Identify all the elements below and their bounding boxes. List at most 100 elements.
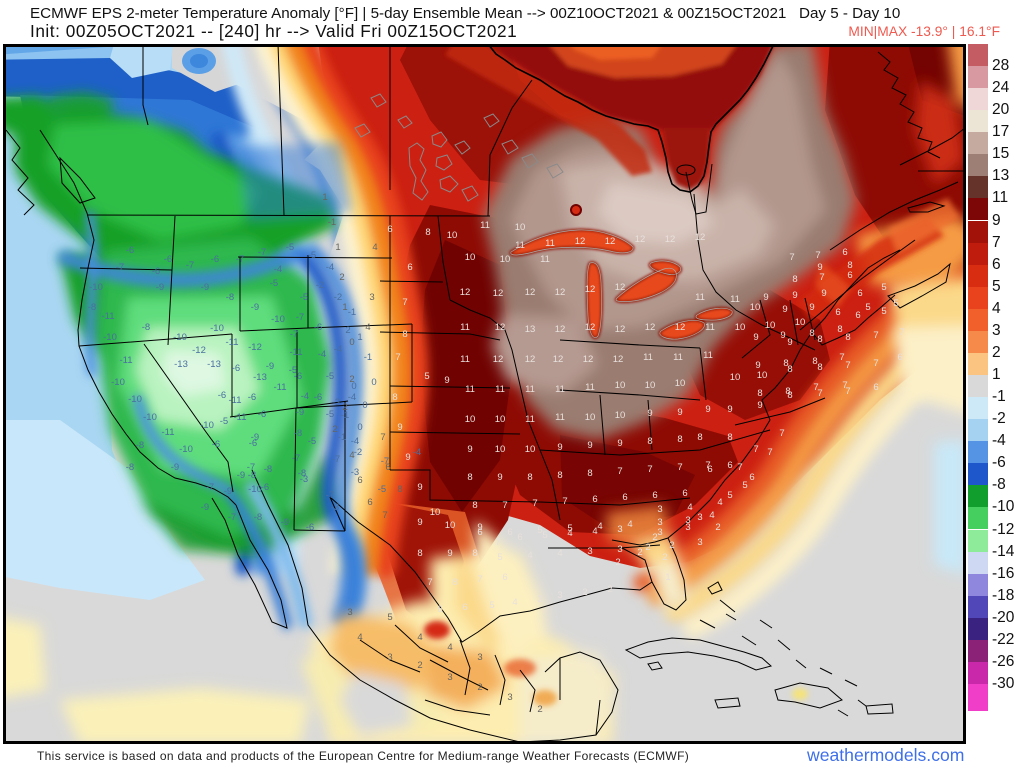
svg-text:12: 12 [665,234,676,245]
svg-text:12: 12 [585,284,596,295]
svg-text:9: 9 [782,304,787,315]
svg-text:-6: -6 [261,482,269,493]
svg-text:7: 7 [839,352,844,363]
svg-text:3: 3 [697,537,702,548]
svg-text:-6: -6 [248,392,256,403]
svg-text:9: 9 [447,548,452,559]
svg-text:-5: -5 [378,484,386,495]
svg-text:10: 10 [795,317,806,328]
svg-text:9: 9 [705,404,710,415]
svg-text:-6: -6 [164,254,172,265]
svg-text:10: 10 [750,302,761,313]
svg-text:6: 6 [502,572,507,583]
svg-text:10: 10 [495,414,506,425]
svg-text:10: 10 [465,252,476,263]
svg-text:6: 6 [387,224,392,235]
svg-text:-8: -8 [254,512,262,523]
svg-text:10: 10 [735,322,746,333]
svg-text:7: 7 [532,498,537,509]
svg-text:-12: -12 [248,342,262,353]
svg-text:11: 11 [525,414,535,425]
svg-text:12: 12 [605,236,616,247]
svg-text:10: 10 [525,444,536,455]
svg-text:9: 9 [821,288,826,299]
svg-text:-7: -7 [296,312,304,323]
svg-text:9: 9 [417,517,422,528]
svg-text:-6: -6 [258,409,266,420]
svg-text:9: 9 [787,337,792,348]
svg-text:2: 2 [537,704,542,715]
svg-text:10: 10 [465,414,476,425]
svg-text:0: 0 [357,422,362,433]
svg-text:11: 11 [460,354,470,365]
svg-text:10: 10 [445,520,456,531]
svg-text:6: 6 [477,527,482,538]
svg-text:-8: -8 [298,468,306,479]
svg-text:8: 8 [837,324,842,335]
svg-text:3: 3 [369,292,374,303]
svg-text:6: 6 [517,532,522,543]
svg-text:7: 7 [647,464,652,475]
svg-text:-5: -5 [270,278,278,289]
svg-text:7: 7 [427,577,432,588]
svg-text:-4: -4 [326,262,334,273]
svg-text:12: 12 [615,324,626,335]
svg-text:5: 5 [881,282,886,293]
svg-text:4: 4 [349,450,354,461]
svg-text:-7: -7 [247,462,255,473]
svg-text:2: 2 [342,402,347,413]
svg-text:4: 4 [512,597,517,608]
svg-text:0: 0 [349,337,354,348]
svg-text:6: 6 [592,494,597,505]
svg-text:11: 11 [695,292,705,303]
svg-text:2: 2 [645,542,650,553]
svg-text:10: 10 [615,380,626,391]
svg-text:1: 1 [322,192,327,203]
svg-text:2: 2 [477,682,482,693]
svg-text:-1: -1 [328,217,336,228]
svg-text:-9: -9 [201,282,209,293]
svg-text:3: 3 [447,672,452,683]
svg-text:8: 8 [587,468,592,479]
svg-text:7: 7 [380,432,385,443]
svg-text:9: 9 [557,442,562,453]
svg-text:7: 7 [382,510,387,521]
svg-text:2: 2 [652,532,657,543]
svg-text:-1: -1 [341,410,349,421]
svg-text:-9: -9 [251,302,259,313]
svg-text:-6: -6 [314,392,322,403]
svg-text:12: 12 [675,322,686,333]
svg-text:6: 6 [622,492,627,503]
svg-text:3: 3 [507,692,512,703]
svg-text:4: 4 [709,510,714,521]
svg-text:6: 6 [835,307,840,318]
svg-text:8: 8 [677,434,682,445]
svg-text:-3: -3 [331,502,339,513]
svg-text:-8: -8 [248,470,256,481]
svg-text:6: 6 [407,262,412,273]
svg-text:3: 3 [617,544,622,555]
svg-text:12: 12 [493,354,504,365]
svg-text:3: 3 [697,512,702,523]
svg-text:6: 6 [507,527,512,538]
svg-text:9: 9 [405,452,410,463]
svg-text:-10: -10 [103,332,117,343]
svg-text:11: 11 [465,384,475,395]
svg-text:7: 7 [502,500,507,511]
svg-text:-9: -9 [171,462,179,473]
svg-text:10: 10 [730,372,741,383]
svg-text:5: 5 [727,490,732,501]
svg-text:-6: -6 [294,371,302,382]
svg-text:-5: -5 [286,242,294,253]
svg-text:5: 5 [489,600,494,611]
svg-text:8: 8 [472,548,477,559]
svg-text:7: 7 [789,252,794,263]
svg-text:-6: -6 [152,266,160,277]
svg-text:2: 2 [345,325,350,336]
svg-text:3: 3 [387,652,392,663]
svg-text:3: 3 [587,546,592,557]
svg-text:12: 12 [645,322,656,333]
svg-text:9: 9 [397,422,402,433]
svg-text:3: 3 [657,504,662,515]
svg-text:8: 8 [425,227,430,238]
